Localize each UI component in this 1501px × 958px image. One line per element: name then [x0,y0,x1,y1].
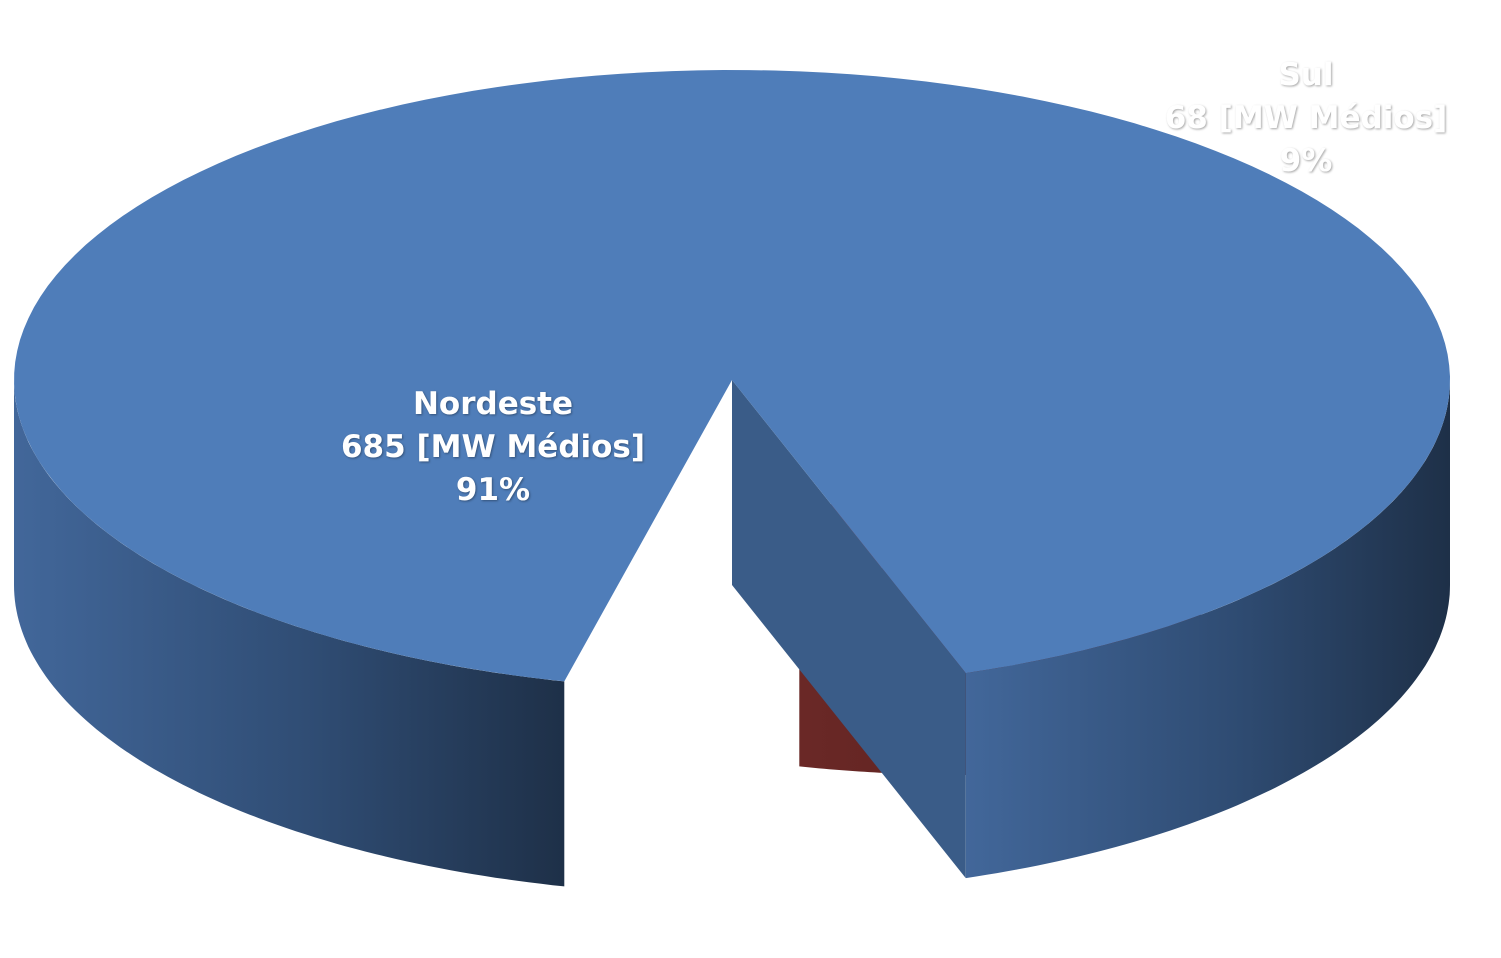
slice-name-nordeste: Nordeste [412,386,574,422]
slice-nordeste [14,70,1451,887]
slice-label-sul: Sul 68 [MW Médios] 9% [1165,54,1448,183]
slice-side-nordeste-0 [14,380,565,887]
slice-side-nordeste-1 [965,380,1450,879]
slice-value-nordeste: 685 [MW Médios] [340,429,646,465]
slice-percent-nordeste: 91% [455,472,531,508]
slice-label-nordeste: Nordeste 685 [MW Médios] 91% [341,383,645,512]
slice-percent-sul: 9% [1279,143,1333,179]
slice-name-sul: Sul [1278,57,1334,93]
slice-top-nordeste [14,70,1451,682]
slice-value-sul: 68 [MW Médios] [1164,100,1448,136]
pie-slices [14,70,1451,887]
slice-face-nordeste [732,380,966,879]
